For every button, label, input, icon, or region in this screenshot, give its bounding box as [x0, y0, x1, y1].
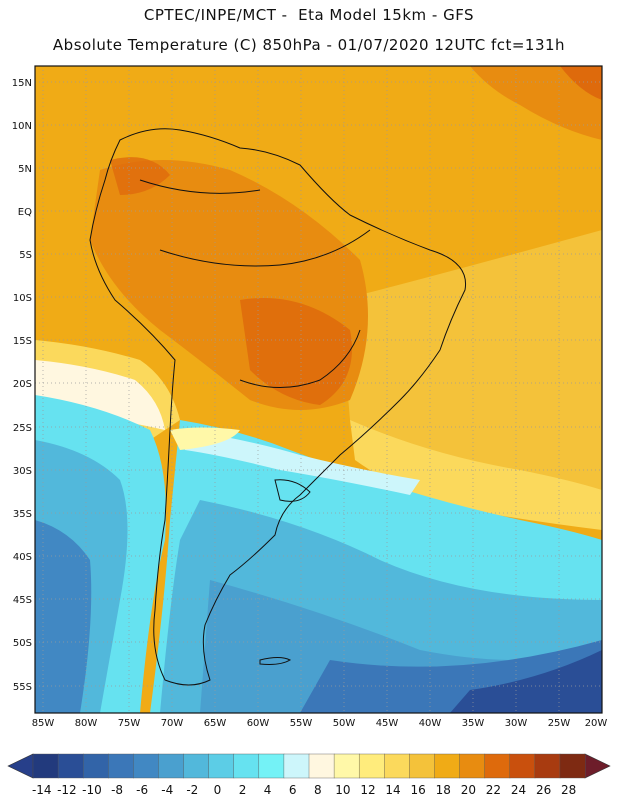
- lat-label: EQ: [18, 207, 32, 218]
- colorbar-label: 28: [561, 783, 576, 797]
- temperature-field: [35, 66, 602, 713]
- lat-label: 20S: [13, 379, 32, 390]
- colorbar-swatch: [509, 753, 536, 779]
- colorbar-label: 26: [536, 783, 551, 797]
- colorbar-label: -10: [82, 783, 102, 797]
- colorbar-swatch: [409, 753, 435, 779]
- lon-label: 40W: [419, 718, 442, 729]
- graticule: [35, 66, 602, 713]
- lat-label: 50S: [13, 638, 32, 649]
- lon-label: 85W: [32, 718, 55, 729]
- lat-label: 10S: [13, 293, 32, 304]
- lon-label: 55W: [290, 718, 313, 729]
- colorbar-swatch: [283, 753, 310, 779]
- colorbar-under-arrow: [7, 753, 34, 779]
- colorbar-label: 4: [264, 783, 272, 797]
- lat-label: 15S: [13, 336, 32, 347]
- coastlines: [89, 128, 467, 686]
- colorbar-swatch: [258, 753, 285, 779]
- colorbar: -14 -12 -10 -8 -6 -4 -2 0 2 4 6 8 10 12 14 16 18 20 22 24 26…: [7, 753, 611, 797]
- colorbar-swatch: [57, 753, 84, 779]
- colorbar-over-arrow: [584, 753, 611, 779]
- lat-label: 5S: [19, 250, 32, 261]
- colorbar-label: 24: [511, 783, 526, 797]
- colorbar-swatch: [333, 753, 360, 779]
- colorbar-label: 2: [239, 783, 247, 797]
- colorbar-swatch: [158, 753, 185, 779]
- map-subtitle: Absolute Temperature (C) 850hPa - 01/07/…: [52, 36, 566, 54]
- colorbar-label: 0: [214, 783, 222, 797]
- colorbar-swatch: [133, 753, 159, 779]
- colorbar-label: 16: [411, 783, 426, 797]
- lat-label: 40S: [13, 552, 32, 563]
- colorbar-swatch: [233, 753, 260, 779]
- lon-label: 75W: [118, 718, 141, 729]
- map-title: CPTEC/INPE/MCT - Eta Model 15km - GFS: [143, 6, 475, 24]
- lat-label: 45S: [13, 595, 32, 606]
- colorbar-swatch: [108, 753, 134, 779]
- colorbar-label: -4: [161, 783, 173, 797]
- lat-label: 55S: [13, 682, 32, 693]
- lon-label: 20W: [585, 718, 608, 729]
- lon-label: 35W: [462, 718, 485, 729]
- colorbar-swatch: [358, 753, 385, 779]
- lat-label: 10N: [12, 121, 32, 132]
- colorbar-label: 12: [360, 783, 375, 797]
- colorbar-label: -2: [186, 783, 198, 797]
- colorbar-swatch: [308, 753, 335, 779]
- lon-label: 80W: [75, 718, 98, 729]
- lat-axis: 15N 10N 5N EQ 5S 10S 15S 20S 25S 30S 35S…: [12, 78, 32, 693]
- colorbar-label: 20: [461, 783, 476, 797]
- colorbar-label: -14: [32, 783, 52, 797]
- colorbar-label: -8: [111, 783, 123, 797]
- lon-axis: 85W 80W 75W 70W 65W 60W 55W 50W 45W 40W …: [32, 718, 608, 729]
- colorbar-label: 10: [335, 783, 350, 797]
- colorbar-swatch: [534, 753, 561, 779]
- lon-label: 45W: [376, 718, 399, 729]
- colorbar-swatch: [183, 753, 210, 779]
- lat-label: 25S: [13, 423, 32, 434]
- lon-label: 65W: [204, 718, 227, 729]
- lon-label: 70W: [161, 718, 184, 729]
- colorbar-label: 8: [314, 783, 322, 797]
- colorbar-swatch: [559, 753, 586, 779]
- colorbar-swatch: [208, 753, 235, 779]
- lat-label: 35S: [13, 509, 32, 520]
- colorbar-swatch: [484, 753, 511, 779]
- map-frame: [34, 65, 603, 714]
- colorbar-swatch: [459, 753, 486, 779]
- colorbar-label: 18: [436, 783, 451, 797]
- lon-label: 30W: [505, 718, 528, 729]
- colorbar-label: 6: [289, 783, 297, 797]
- lon-label: 60W: [247, 718, 270, 729]
- colorbar-label: -6: [136, 783, 148, 797]
- colorbar-swatch: [32, 753, 59, 779]
- lat-label: 30S: [13, 466, 32, 477]
- colorbar-label: -12: [57, 783, 77, 797]
- lat-label: 15N: [12, 78, 32, 89]
- colorbar-swatch: [82, 753, 109, 779]
- colorbar-label: 22: [486, 783, 501, 797]
- lon-label: 25W: [548, 718, 571, 729]
- lat-label: 5N: [18, 164, 32, 175]
- colorbar-swatch: [384, 753, 410, 779]
- colorbar-swatch: [434, 753, 461, 779]
- colorbar-label: 14: [385, 783, 400, 797]
- lon-label: 50W: [333, 718, 356, 729]
